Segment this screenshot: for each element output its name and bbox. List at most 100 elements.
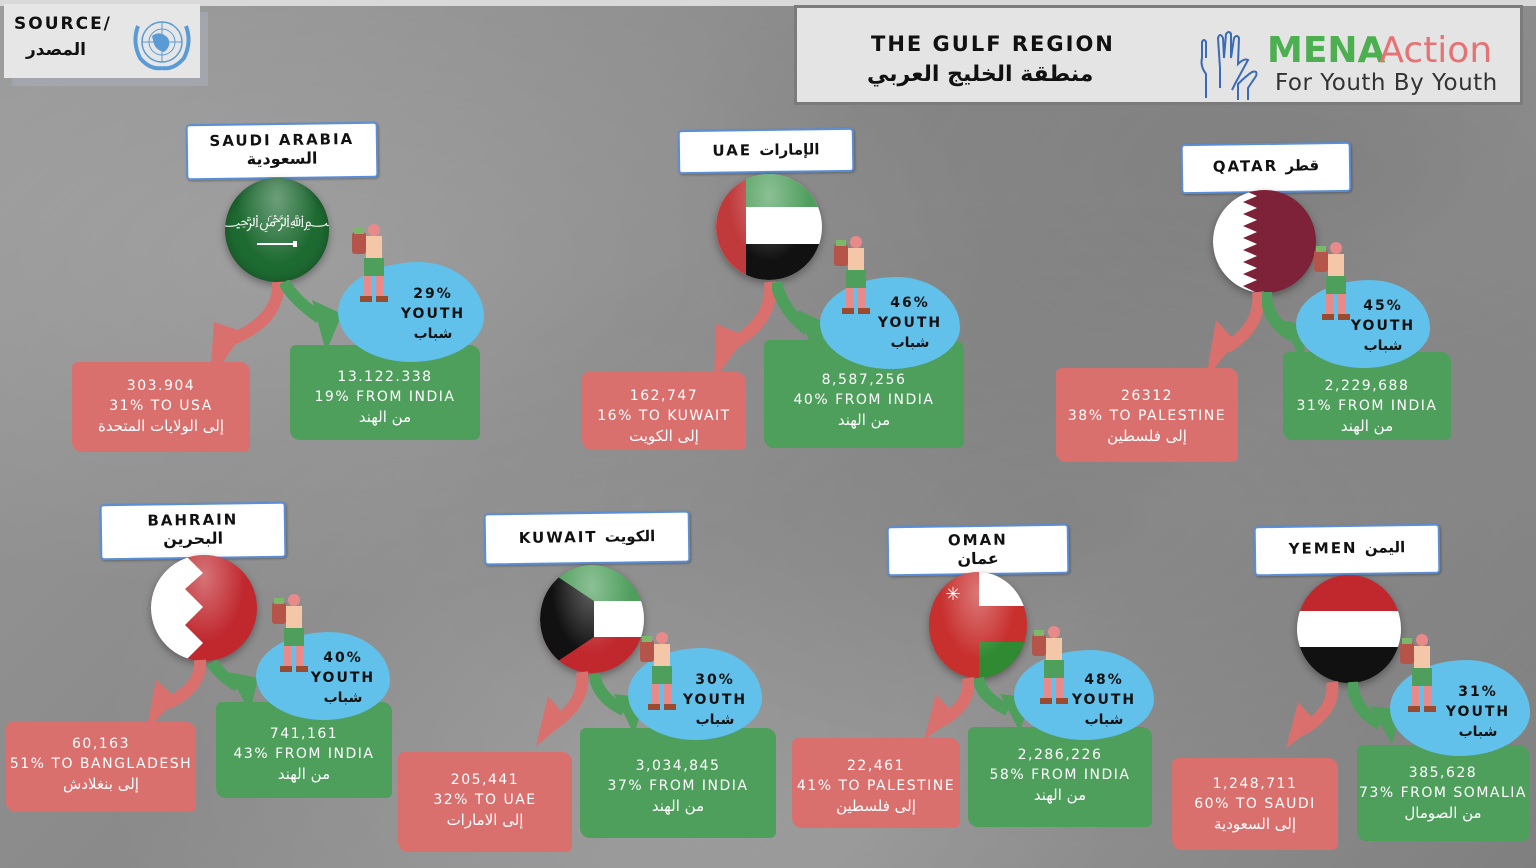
immigration-origin: 31% FROM INDIA: [1296, 398, 1438, 414]
immigration-origin-ar: من الصومال: [1404, 804, 1482, 822]
immigrants-count: 8,587,256: [821, 372, 907, 388]
flag-bahrain-icon: [151, 555, 257, 661]
youth-percentage: 48%: [1084, 672, 1124, 688]
immigration-box: 385,628 73% FROM SOMALIA من الصومال: [1357, 745, 1529, 841]
youth-label-en: YOUTH: [1071, 692, 1137, 708]
immigration-origin: 73% FROM SOMALIA: [1359, 785, 1527, 801]
youth-label-ar: شباب: [1363, 338, 1403, 354]
country-name-en: YEMEN اليمن: [1288, 538, 1406, 558]
emigration-destination: 32% TO UAE: [433, 792, 537, 808]
immigration-box: 2,286,226 58% FROM INDIA من الهند: [968, 727, 1152, 827]
emigrants-count: 22,461: [847, 758, 905, 774]
immigration-origin-ar: من الهند: [1033, 786, 1087, 804]
emigration-arrow-icon: [924, 677, 975, 740]
immigrants-count: 3,034,845: [635, 758, 721, 774]
svg-text:﷽: ﷽: [225, 211, 329, 233]
emigration-box: 1,248,711 60% TO SAUDI إلى السعودية: [1172, 758, 1338, 850]
source-label-en: SOURCE/: [14, 14, 112, 34]
youth-label-ar: شباب: [695, 712, 735, 728]
svg-text:✳: ✳: [945, 584, 960, 605]
immigration-origin-ar: من الهند: [358, 408, 412, 426]
emigration-arrow-icon: [1286, 681, 1339, 748]
youth-label-ar: شباب: [413, 326, 453, 342]
source-box: SOURCE/ المصدر: [4, 4, 200, 78]
emigration-box: 26312 38% TO PALESTINE إلى فلسطين: [1056, 368, 1238, 462]
immigrants-count: 2,286,226: [1017, 747, 1103, 763]
flag-yemen-icon: [1297, 575, 1401, 683]
page-title-en: THE GULF REGION: [871, 32, 1115, 56]
hiker-icon: [1032, 626, 1068, 704]
emigration-box: 162,747 16% TO KUWAIT إلى الكويت: [582, 372, 746, 450]
country-name-ar: السعودية: [246, 148, 318, 169]
emigration-destination-ar: إلى بنغلادش: [63, 775, 139, 793]
immigration-origin: 40% FROM INDIA: [793, 392, 935, 408]
emigrants-count: 205,441: [450, 772, 520, 788]
emigration-box: 205,441 32% TO UAE إلى الامارات: [398, 752, 572, 852]
youth-blob: 48% YOUTH شباب: [1014, 650, 1154, 740]
country-label: UAE الإمارات: [677, 127, 855, 175]
youth-percentage: 40%: [323, 650, 363, 666]
youth-percentage: 29%: [413, 286, 453, 302]
youth-percentage: 45%: [1363, 298, 1403, 314]
immigration-origin: 58% FROM INDIA: [989, 767, 1131, 783]
emigration-arrow-icon: [146, 659, 207, 732]
country-label: OMAN عمان: [886, 523, 1070, 577]
youth-label-ar: شباب: [323, 690, 363, 706]
country-name-en: OMAN: [947, 530, 1008, 550]
emigrants-count: 26312: [1120, 388, 1174, 404]
immigration-origin-ar: من الهند: [277, 765, 331, 783]
emigration-destination-ar: إلى الامارات: [446, 811, 524, 829]
country-name-ar: عمان: [957, 548, 999, 569]
emigrants-count: 60,163: [72, 736, 130, 752]
flag-saudi-arabia-icon: ﷽: [225, 178, 329, 282]
youth-label-en: YOUTH: [877, 315, 943, 331]
brand-action: Action: [1379, 30, 1493, 71]
country-name-ar: البحرين: [163, 528, 224, 549]
emigrants-count: 303.904: [126, 378, 196, 394]
immigrants-count: 741,161: [269, 726, 339, 742]
youth-label-en: YOUTH: [682, 692, 748, 708]
flag-oman-icon: ✳: [929, 572, 1027, 678]
youth-blob: 29% YOUTH شباب: [338, 262, 484, 362]
hiker-icon: [640, 632, 676, 710]
immigration-box: 3,034,845 37% FROM INDIA من الهند: [580, 728, 776, 838]
hiker-icon: [272, 594, 308, 672]
immigration-origin: 19% FROM INDIA: [314, 389, 456, 405]
un-emblem-icon: [133, 21, 191, 71]
youth-percentage: 46%: [890, 295, 930, 311]
immigrants-count: 2,229,688: [1324, 378, 1410, 394]
immigration-origin: 37% FROM INDIA: [607, 778, 749, 794]
immigration-origin-ar: من الهند: [1340, 417, 1394, 435]
country-label: QATAR قطر: [1180, 141, 1352, 195]
youth-blob: 46% YOUTH شباب: [820, 277, 960, 369]
country-label: SAUDI ARABIA السعودية: [185, 121, 379, 181]
immigration-arrow-icon: [280, 280, 342, 352]
emigration-destination: 41% TO PALESTINE: [796, 778, 956, 794]
brand-logo: MENAAction: [1267, 30, 1492, 71]
country-name-en: BAHRAIN: [147, 510, 239, 530]
emigration-destination-ar: إلى فلسطين: [1107, 427, 1187, 445]
brand-mena: MENA: [1267, 30, 1386, 71]
emigration-arrow-icon: [1206, 291, 1265, 378]
emigration-destination-ar: إلى السعودية: [1213, 815, 1296, 833]
country-label: YEMEN اليمن: [1253, 523, 1441, 577]
emigration-destination: 16% TO KUWAIT: [597, 408, 731, 424]
youth-blob: 45% YOUTH شباب: [1296, 280, 1430, 368]
emigration-destination: 51% TO BANGLADESH: [9, 756, 193, 772]
emigration-destination: 60% TO SAUDI: [1194, 796, 1316, 812]
country-name-en: UAE الإمارات: [712, 140, 820, 160]
title-box: THE GULF REGION منطقة الخليج العربي MENA…: [794, 5, 1523, 105]
hiker-icon: [1400, 634, 1436, 712]
emigration-box: 22,461 41% TO PALESTINE إلى فلسطين: [792, 738, 960, 828]
emigration-box: 60,163 51% TO BANGLADESH إلى بنغلادش: [6, 722, 196, 812]
immigration-origin: 43% FROM INDIA: [233, 746, 375, 762]
youth-label-ar: شباب: [890, 335, 930, 351]
emigration-destination-ar: إلى فلسطين: [836, 797, 916, 815]
immigration-origin-ar: من الهند: [837, 411, 891, 429]
emigration-box: 303.904 31% TO USA إلى الولايات المتحدة: [72, 362, 250, 452]
source-label-ar: المصدر: [26, 40, 86, 60]
flag-uae-icon: [716, 174, 822, 280]
flag-qatar-icon: [1213, 190, 1316, 293]
immigrants-count: 13.122.338: [337, 369, 433, 385]
emigration-destination: 38% TO PALESTINE: [1067, 408, 1227, 424]
